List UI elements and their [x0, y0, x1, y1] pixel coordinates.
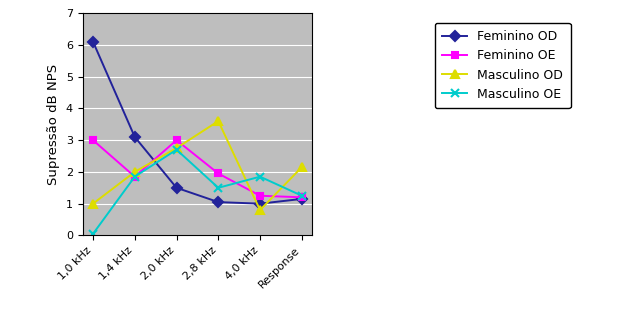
Masculino OD: [89, 202, 97, 206]
Masculino OD: [173, 146, 180, 150]
Line: Masculino OD: Masculino OD: [89, 117, 306, 214]
Feminino OD: [257, 202, 264, 206]
Masculino OD: [257, 208, 264, 212]
Legend: Feminino OD, Feminino OE, Masculino OD, Masculino OE: Feminino OD, Feminino OE, Masculino OD, …: [435, 23, 571, 108]
Masculino OE: [298, 194, 305, 198]
Feminino OD: [131, 135, 138, 139]
Feminino OE: [131, 175, 138, 179]
Feminino OE: [173, 138, 180, 142]
Masculino OE: [215, 186, 222, 190]
Feminino OD: [215, 200, 222, 204]
Feminino OE: [89, 138, 97, 142]
Y-axis label: Supressão dB NPS: Supressão dB NPS: [47, 64, 60, 185]
Masculino OD: [298, 165, 305, 169]
Feminino OE: [215, 172, 222, 176]
Masculino OD: [215, 119, 222, 123]
Feminino OE: [257, 194, 264, 198]
Feminino OD: [173, 186, 180, 190]
Feminino OD: [89, 40, 97, 43]
Line: Masculino OE: Masculino OE: [89, 146, 306, 238]
Masculino OE: [131, 175, 138, 179]
Masculino OE: [257, 175, 264, 179]
Feminino OE: [298, 195, 305, 199]
Masculino OE: [89, 232, 97, 236]
Line: Feminino OD: Feminino OD: [90, 38, 305, 207]
Line: Feminino OE: Feminino OE: [90, 137, 305, 201]
Masculino OE: [173, 148, 180, 152]
Feminino OD: [298, 197, 305, 201]
Masculino OD: [131, 170, 138, 174]
